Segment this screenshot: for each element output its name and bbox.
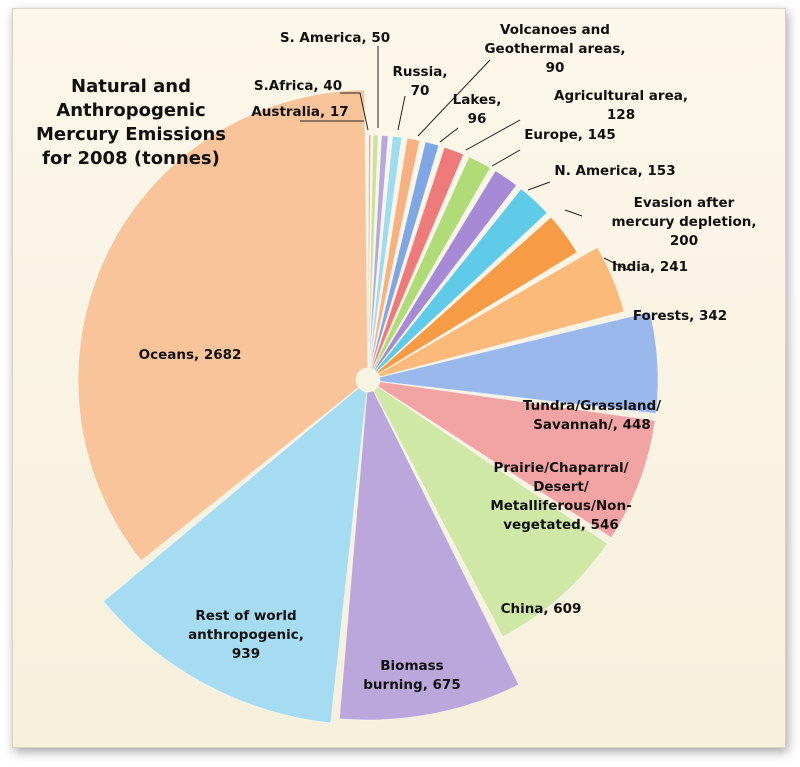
leader-line (397, 95, 406, 131)
slice-label: Forests, 342 (633, 308, 727, 324)
leader-line (417, 59, 491, 137)
pie-slice (338, 390, 520, 721)
slice-label: Agricultural area, 128 (554, 88, 688, 123)
leader-line (564, 209, 583, 217)
pie-slice (370, 141, 440, 370)
slice-label: S.Africa, 40 (254, 78, 342, 94)
slice-label: Lakes, 96 (453, 92, 502, 127)
pie-slice (376, 216, 578, 375)
chart-title: Natural and Anthropogenic Mercury Emission… (36, 76, 226, 169)
pie-slice (373, 170, 518, 372)
pie-slice (102, 387, 368, 724)
pie-slice (379, 311, 659, 415)
leader-line (603, 257, 629, 271)
slice-label: Evasion after mercury depletion, 200 (611, 195, 756, 249)
slice-label: Russia, 70 (393, 64, 448, 99)
leader-line (340, 92, 369, 131)
leader-line (527, 181, 551, 191)
slice-label: Europe, 145 (524, 127, 616, 143)
slice-label: Tundra/Grassland/Savannah/, 448 (523, 398, 661, 433)
pie-slice (374, 188, 548, 373)
leader-line (491, 149, 521, 167)
leader-line (465, 119, 521, 151)
pie-slice (377, 381, 656, 539)
slice-label: Australia, 17 (251, 104, 348, 120)
slice-label: N. America, 153 (554, 163, 675, 179)
slice-label: China, 609 (501, 601, 582, 617)
slice-label: India, 241 (612, 259, 688, 275)
slice-label: Prairie/Chaparral/Desert/Metalliferous/N… (490, 460, 631, 533)
pie-slice (368, 134, 389, 369)
pie-slice (373, 386, 609, 638)
leader-line (439, 127, 459, 143)
pie-slice (369, 137, 421, 369)
slice-label: Rest of world anthropogenic, 939 (188, 608, 304, 662)
pie-slice (377, 246, 625, 378)
pie-slice (77, 89, 369, 562)
pie-slice (368, 135, 403, 369)
pie-slice (372, 156, 491, 371)
slice-label: Oceans, 2682 (139, 347, 242, 363)
slice-label: S. America, 50 (280, 30, 390, 46)
slice-label: Volcanoes and Geothermal areas, 90 (484, 22, 625, 76)
slice-label: Biomass burning, 675 (363, 658, 460, 693)
pie-slice (371, 146, 465, 370)
